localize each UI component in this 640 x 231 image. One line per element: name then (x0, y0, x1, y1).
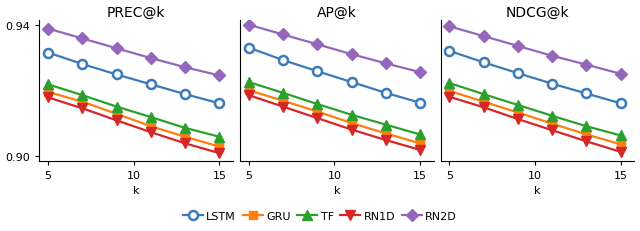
X-axis label: k: k (534, 185, 541, 195)
X-axis label: k: k (133, 185, 140, 195)
X-axis label: k: k (333, 185, 340, 195)
Title: AP@k: AP@k (317, 6, 357, 19)
Title: NDCG@k: NDCG@k (506, 6, 570, 19)
Legend: LSTM, GRU, TF, RN1D, RN2D: LSTM, GRU, TF, RN1D, RN2D (179, 207, 461, 225)
Title: PREC@k: PREC@k (107, 6, 166, 19)
